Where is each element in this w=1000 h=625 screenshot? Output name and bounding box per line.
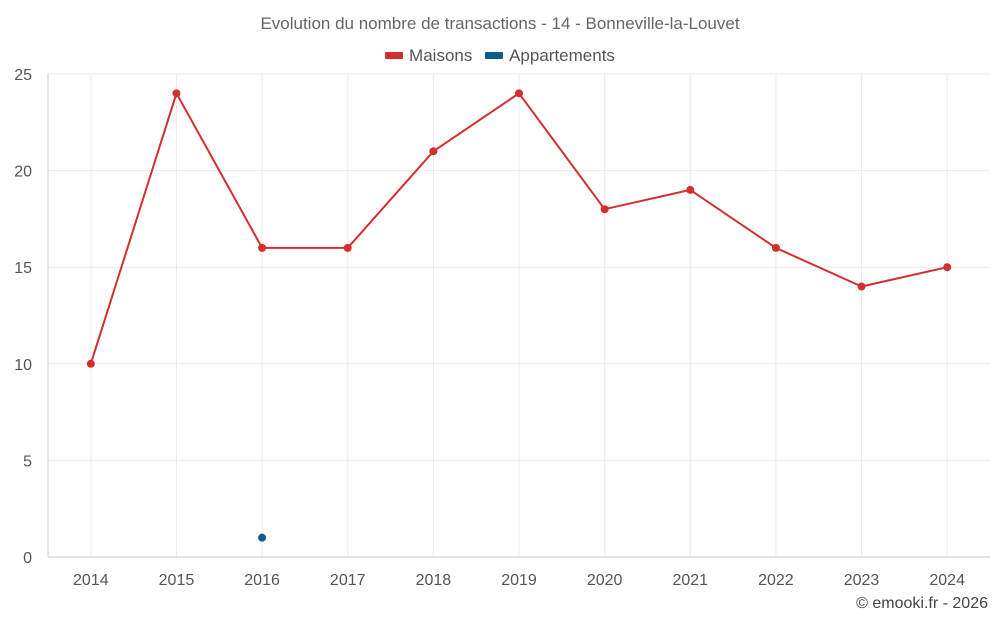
- data-point-maisons: [515, 89, 523, 98]
- legend-item-maisons[interactable]: Maisons: [385, 46, 472, 66]
- data-point-maisons: [86, 359, 95, 368]
- x-tick-label: 2023: [844, 572, 880, 589]
- chart-title: Evolution du nombre de transactions - 14…: [260, 14, 740, 33]
- x-tick-label: 2018: [416, 572, 452, 589]
- x-tick-label: 2021: [672, 572, 708, 589]
- y-tick-label: 0: [23, 550, 32, 567]
- x-tick-label: 2015: [159, 572, 195, 589]
- y-tick-label: 5: [23, 453, 32, 470]
- legend-item-appartements[interactable]: Appartements: [485, 46, 615, 66]
- legend-label-maisons: Maisons: [409, 45, 473, 65]
- x-tick-label: 2014: [73, 572, 109, 589]
- legend: Maisons Appartements: [0, 44, 1000, 66]
- x-tick-label: 2022: [758, 572, 794, 589]
- copyright-notice: © emooki.fr - 2026: [856, 595, 988, 612]
- legend-label-appartements: Appartements: [509, 45, 615, 65]
- y-tick-label: 10: [14, 357, 32, 374]
- y-tick-label: 25: [14, 67, 32, 84]
- x-tick-label: 2016: [244, 572, 280, 589]
- data-point-maisons: [943, 263, 952, 272]
- x-tick-label: 2019: [501, 572, 537, 589]
- data-point-maisons: [258, 243, 267, 252]
- data-point-appartements: [258, 533, 267, 542]
- data-point-maisons: [172, 89, 181, 98]
- x-tick-label: 2024: [929, 572, 965, 589]
- data-point-maisons: [600, 205, 609, 214]
- legend-swatch-maisons: [385, 52, 404, 59]
- data-point-maisons: [771, 243, 780, 252]
- data-point-maisons: [686, 185, 695, 194]
- data-point-maisons: [429, 147, 438, 156]
- x-tick-label: 2017: [330, 572, 366, 589]
- data-point-maisons: [343, 243, 352, 252]
- y-tick-label: 20: [14, 164, 32, 181]
- y-tick-label: 15: [14, 260, 32, 277]
- data-point-maisons: [857, 282, 866, 291]
- x-tick-label: 2020: [587, 572, 623, 589]
- legend-swatch-appartements: [485, 52, 504, 59]
